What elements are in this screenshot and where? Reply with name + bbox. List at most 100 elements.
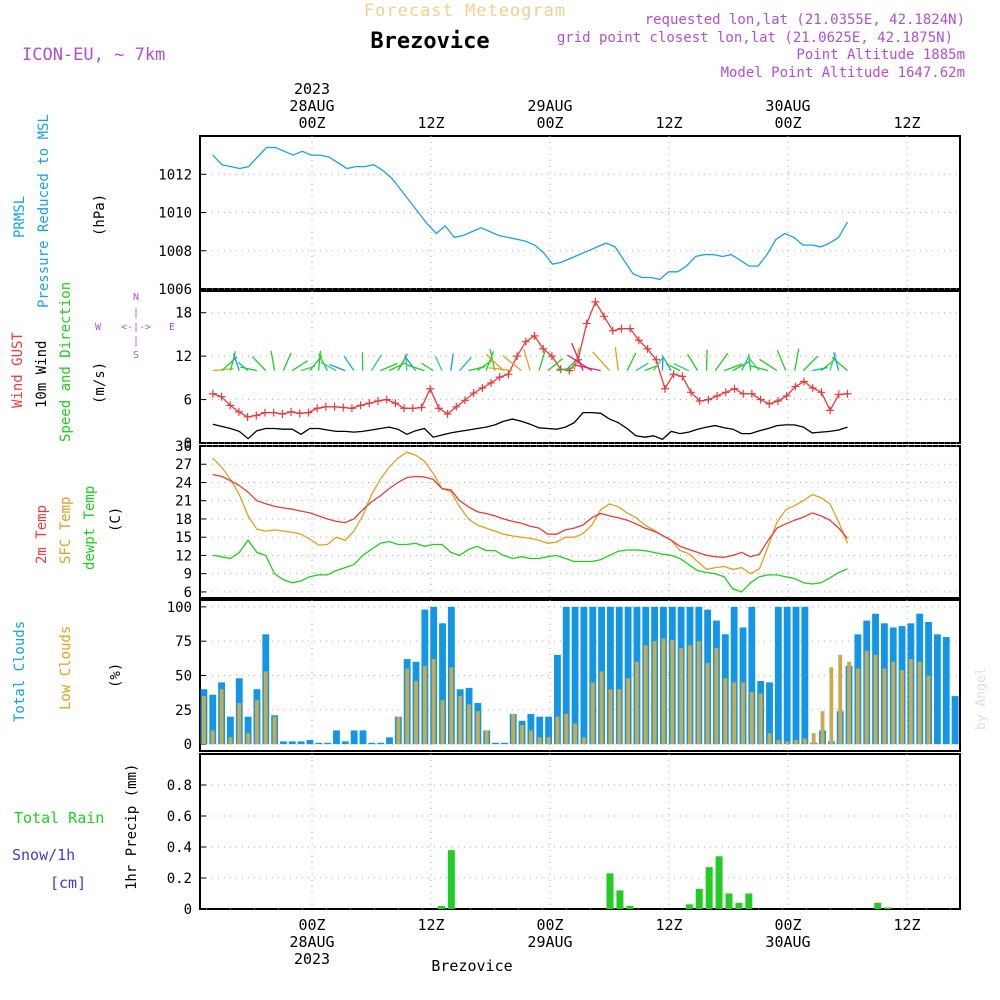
ytick-label-temp: 21	[175, 494, 192, 510]
total-cloud-bar	[571, 606, 579, 745]
gust-marker	[747, 389, 756, 398]
compass-ns-top: |	[133, 308, 139, 319]
ytick-label-precip: 0	[184, 902, 192, 918]
ytick-label-temp: 18	[175, 512, 192, 528]
low-cloud-bar	[714, 648, 719, 745]
total-cloud-bar	[439, 623, 446, 745]
ytick-label-precip: 0.2	[167, 871, 192, 887]
total-cloud-bar	[280, 741, 287, 745]
wind-direction-arrow	[237, 361, 249, 372]
snow-unit-label: [cm]	[50, 874, 86, 892]
gust-marker	[626, 324, 635, 333]
low-cloud-bar	[396, 716, 401, 745]
total-cloud-bar	[951, 696, 959, 745]
total-cloud-bar	[288, 741, 296, 745]
time-label: 30AUG	[765, 97, 810, 115]
total-cloud-bar	[545, 716, 552, 745]
low-cloud-bar	[590, 682, 595, 745]
ytick-label-precip: 0.4	[167, 840, 192, 856]
total-cloud-bar	[297, 741, 305, 745]
wind-direction-arrow	[831, 357, 848, 372]
total-cloud-bar	[580, 606, 588, 745]
wind-dir-label: Speed and Direction	[58, 282, 74, 442]
total-cloud-bar	[783, 606, 791, 745]
low-cloud-bar	[219, 689, 224, 745]
wind-direction-arrow	[573, 364, 601, 372]
pressure-labels: PRMSL Pressure Reduced to MSL (hPa)	[12, 114, 108, 308]
wind-speed-line	[212, 411, 848, 441]
panel-frame-wind	[199, 290, 961, 444]
wind-direction-arrow	[485, 353, 505, 372]
ytick-label-pressure: 1006	[158, 282, 192, 298]
low-cloud-bar	[431, 659, 436, 745]
wind-direction-arrow	[317, 350, 322, 371]
low-cloud-bar	[449, 667, 454, 745]
gust-marker	[208, 389, 217, 398]
low-cloud-bar	[758, 693, 763, 745]
dewpoint-line	[212, 539, 848, 593]
gust-marker	[678, 372, 687, 381]
low-cloud-bar	[617, 689, 622, 745]
wind-direction-arrow	[705, 349, 708, 371]
total-cloud-bar	[748, 606, 756, 745]
gust-marker	[347, 404, 356, 413]
wind-direction-arrow	[450, 353, 454, 371]
total-cloud-bar	[315, 742, 323, 745]
low-cloud-bar	[679, 648, 684, 745]
gust-marker	[321, 402, 330, 411]
gust-marker	[660, 384, 669, 393]
gust-marker	[617, 324, 626, 333]
gust-marker	[408, 404, 417, 413]
gust-marker	[704, 395, 713, 404]
wind-direction-arrow	[687, 353, 699, 371]
gust-marker	[721, 388, 730, 397]
total-cloud-bar	[244, 716, 252, 745]
total-cloud-bar	[306, 740, 314, 745]
rain-bar	[745, 893, 753, 909]
panel-pressure: 1006 1008 1010 1012	[158, 135, 961, 298]
rain-bar	[685, 904, 693, 909]
wind-direction-arrow	[459, 356, 472, 372]
wind-direction-arrow	[370, 354, 383, 371]
gust-marker	[782, 391, 791, 400]
footer-station: Brezovice	[431, 957, 512, 975]
time-label: 29AUG	[527, 933, 572, 951]
gust-marker	[808, 383, 817, 392]
ytick-label-clouds: 75	[175, 634, 192, 650]
gust-marker	[374, 397, 383, 406]
gust-marker	[591, 297, 600, 306]
low-cloud-bar	[528, 730, 533, 745]
low-cloud-bar	[900, 670, 904, 745]
ytick-label-precip: 0.8	[167, 778, 192, 794]
gust-marker	[521, 337, 530, 346]
time-label: 12Z	[655, 916, 682, 934]
rain-label: Total Rain	[14, 809, 104, 827]
low-cloud-bar	[582, 737, 586, 745]
gust-marker	[791, 382, 800, 391]
gust-marker	[713, 391, 722, 400]
low-cloud-bar	[696, 641, 701, 745]
rain-bar	[695, 888, 703, 909]
gust-label: Wind GUST	[10, 332, 26, 408]
gust-marker	[608, 326, 617, 335]
precip-unit: 1hr Precip (mm)	[124, 764, 140, 890]
total-cloud-bar	[341, 741, 349, 745]
time-label: 12Z	[417, 916, 444, 934]
gust-marker	[443, 410, 452, 419]
time-label: 12Z	[417, 114, 444, 132]
low-cloud-bar	[732, 682, 737, 745]
ytick-label-temp: 15	[175, 530, 192, 546]
gust-marker	[269, 408, 278, 417]
gust-marker	[495, 373, 504, 382]
ytick-label-wind: 6	[184, 393, 192, 409]
wind-direction-arrow	[291, 360, 309, 372]
pressure-unit: (hPa)	[92, 194, 108, 236]
low-cloud-bar	[847, 661, 851, 745]
wind-direction-arrow	[502, 355, 522, 372]
gust-marker	[313, 404, 322, 413]
gust-marker	[243, 412, 252, 421]
low-cloud-bar	[635, 661, 639, 745]
gridpoint-coords: grid point closest lon,lat (21.0625E, 42…	[557, 30, 953, 46]
total-cloud-bar	[624, 606, 632, 745]
wind-direction-arrow	[665, 363, 681, 372]
